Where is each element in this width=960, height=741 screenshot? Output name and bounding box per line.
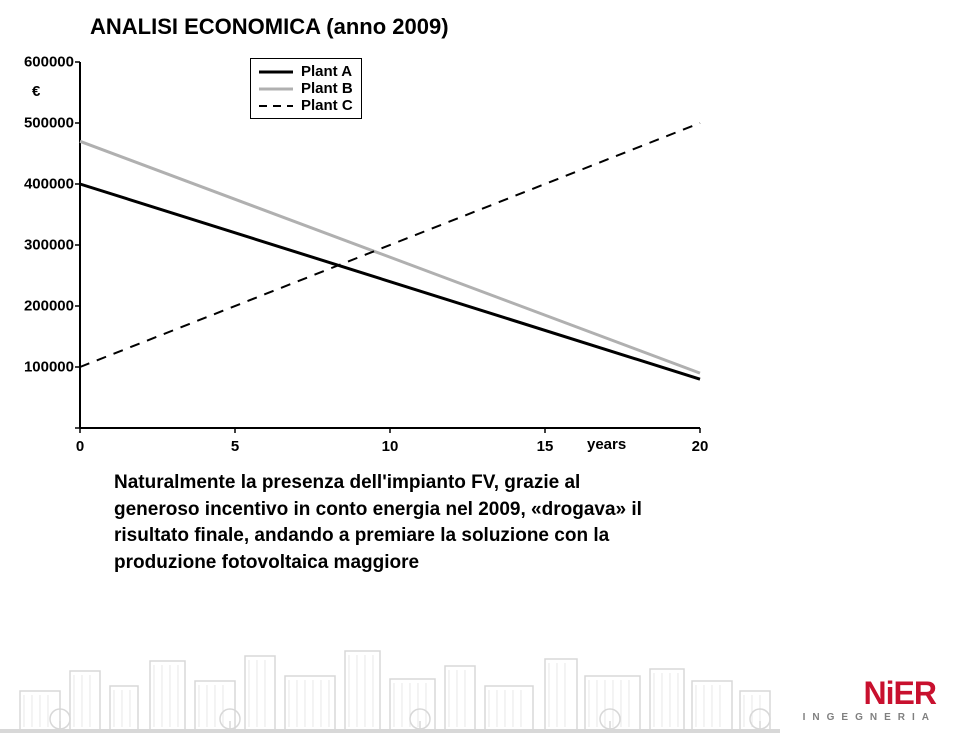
y-tick-label: 100000 (0, 359, 74, 376)
footer: NiER INGEGNERIA (0, 621, 960, 741)
legend-swatch (259, 99, 293, 113)
legend-label: Plant A (301, 63, 352, 80)
x-tick-label: 20 (692, 438, 709, 455)
y-tick-label: 400000 (0, 176, 74, 193)
caption: Naturalmente la presenza dell'impianto F… (114, 470, 642, 576)
y-tick-label: 600000 (0, 54, 74, 71)
years-label: years (587, 436, 626, 453)
logo-main-text: NiER (864, 675, 936, 711)
euro-symbol: € (32, 83, 40, 100)
chart: 1000002000003000004000005000006000000510… (70, 56, 710, 441)
legend-label: Plant C (301, 97, 353, 114)
legend-entry: Plant B (259, 80, 353, 97)
x-tick-label: 15 (537, 438, 554, 455)
x-tick-label: 0 (76, 438, 84, 455)
y-tick-label: 200000 (0, 298, 74, 315)
caption-line: generoso incentivo in conto energia nel … (114, 497, 642, 524)
legend-swatch (259, 82, 293, 96)
legend-swatch (259, 65, 293, 79)
legend-entry: Plant C (259, 97, 353, 114)
page-title: ANALISI ECONOMICA (anno 2009) (90, 14, 449, 40)
legend-label: Plant B (301, 80, 353, 97)
y-tick-label: 300000 (0, 237, 74, 254)
legend: Plant APlant BPlant C (250, 58, 362, 119)
logo-sub: INGEGNERIA (803, 712, 936, 723)
y-tick-label: 500000 (0, 115, 74, 132)
chart-svg (70, 56, 710, 436)
legend-entry: Plant A (259, 63, 353, 80)
x-tick-label: 10 (382, 438, 399, 455)
caption-line: produzione fotovoltaica maggiore (114, 550, 642, 577)
logo: NiER INGEGNERIA (803, 675, 936, 723)
x-tick-label: 5 (231, 438, 239, 455)
caption-line: risultato finale, andando a premiare la … (114, 523, 642, 550)
logo-main: NiER (803, 675, 936, 712)
caption-line: Naturalmente la presenza dell'impianto F… (114, 470, 642, 497)
